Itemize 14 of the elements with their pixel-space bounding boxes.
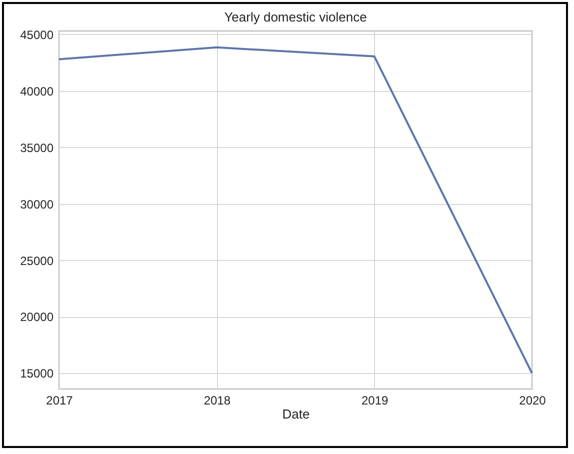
y-tick-label: 30000	[20, 197, 54, 212]
line-series	[58, 46, 533, 374]
x-tick-label: 2017	[46, 394, 74, 408]
y-tick-label: 15000	[20, 366, 54, 381]
x-axis-title: Date	[282, 406, 310, 422]
x-tick-label: 2020	[519, 394, 546, 408]
y-tick-label: 25000	[20, 254, 54, 268]
y-tick-label: 20000	[20, 310, 54, 324]
y-tick-label: 35000	[20, 140, 54, 155]
x-tick-label: 2018	[204, 394, 231, 408]
y-tick-label: 45000	[20, 28, 54, 42]
chart-title: Yearly domestic violence	[224, 9, 367, 24]
x-tick-label: 2019	[361, 394, 389, 408]
y-tick-label: 40000	[20, 84, 54, 98]
